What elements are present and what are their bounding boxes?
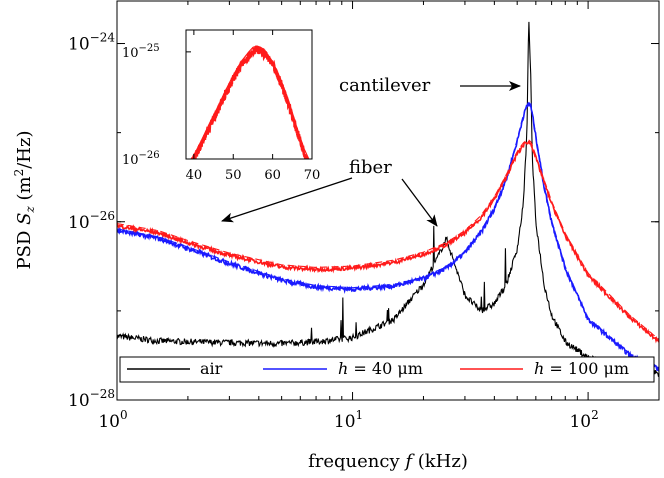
y-tick-label--28: 10−28 bbox=[68, 387, 115, 411]
x-tick-label-1: 100 bbox=[98, 408, 127, 432]
y-tick-label--24: 10−24 bbox=[68, 31, 115, 55]
annotation-fiber: fiber bbox=[349, 157, 392, 178]
series-line-h100 bbox=[117, 139, 659, 344]
legend-box bbox=[119, 356, 655, 383]
inset-x-tick-label-50: 50 bbox=[225, 168, 242, 183]
legend-label-air: air bbox=[200, 359, 223, 378]
fit-line-h100 bbox=[117, 139, 659, 340]
inset-series-line bbox=[189, 45, 309, 159]
inset-x-tick-label-60: 60 bbox=[264, 168, 281, 183]
arrow-fiber-right bbox=[401, 178, 438, 227]
y-tick-label--26: 10−26 bbox=[68, 209, 115, 233]
legend-label-h100: h = 100 μm bbox=[534, 359, 629, 378]
fit-line-h40 bbox=[117, 101, 659, 369]
x-axis-label: frequency f (kHz) bbox=[308, 451, 468, 472]
series-line-air bbox=[117, 21, 659, 377]
inset-series-layer bbox=[189, 45, 310, 159]
x-tick-label-10: 101 bbox=[334, 408, 363, 432]
series-layer bbox=[117, 21, 659, 377]
legend-label-h40: h = 40 μm bbox=[338, 359, 423, 378]
legend: air h = 40 μm h = 100 μm bbox=[119, 356, 655, 383]
arrow-fiber-left bbox=[221, 177, 353, 223]
inset-frame bbox=[185, 29, 313, 160]
inset-fit-line bbox=[190, 45, 310, 159]
x-tick-label-100: 102 bbox=[569, 408, 598, 432]
plot-frame bbox=[116, 0, 660, 401]
inset-x-tick-label-70: 70 bbox=[304, 168, 321, 183]
y-axis-label: PSD Sz (m2/Hz) bbox=[12, 130, 37, 269]
inset-x-tick-label-40: 40 bbox=[186, 168, 203, 183]
annotation-cantilever: cantilever bbox=[339, 75, 431, 96]
